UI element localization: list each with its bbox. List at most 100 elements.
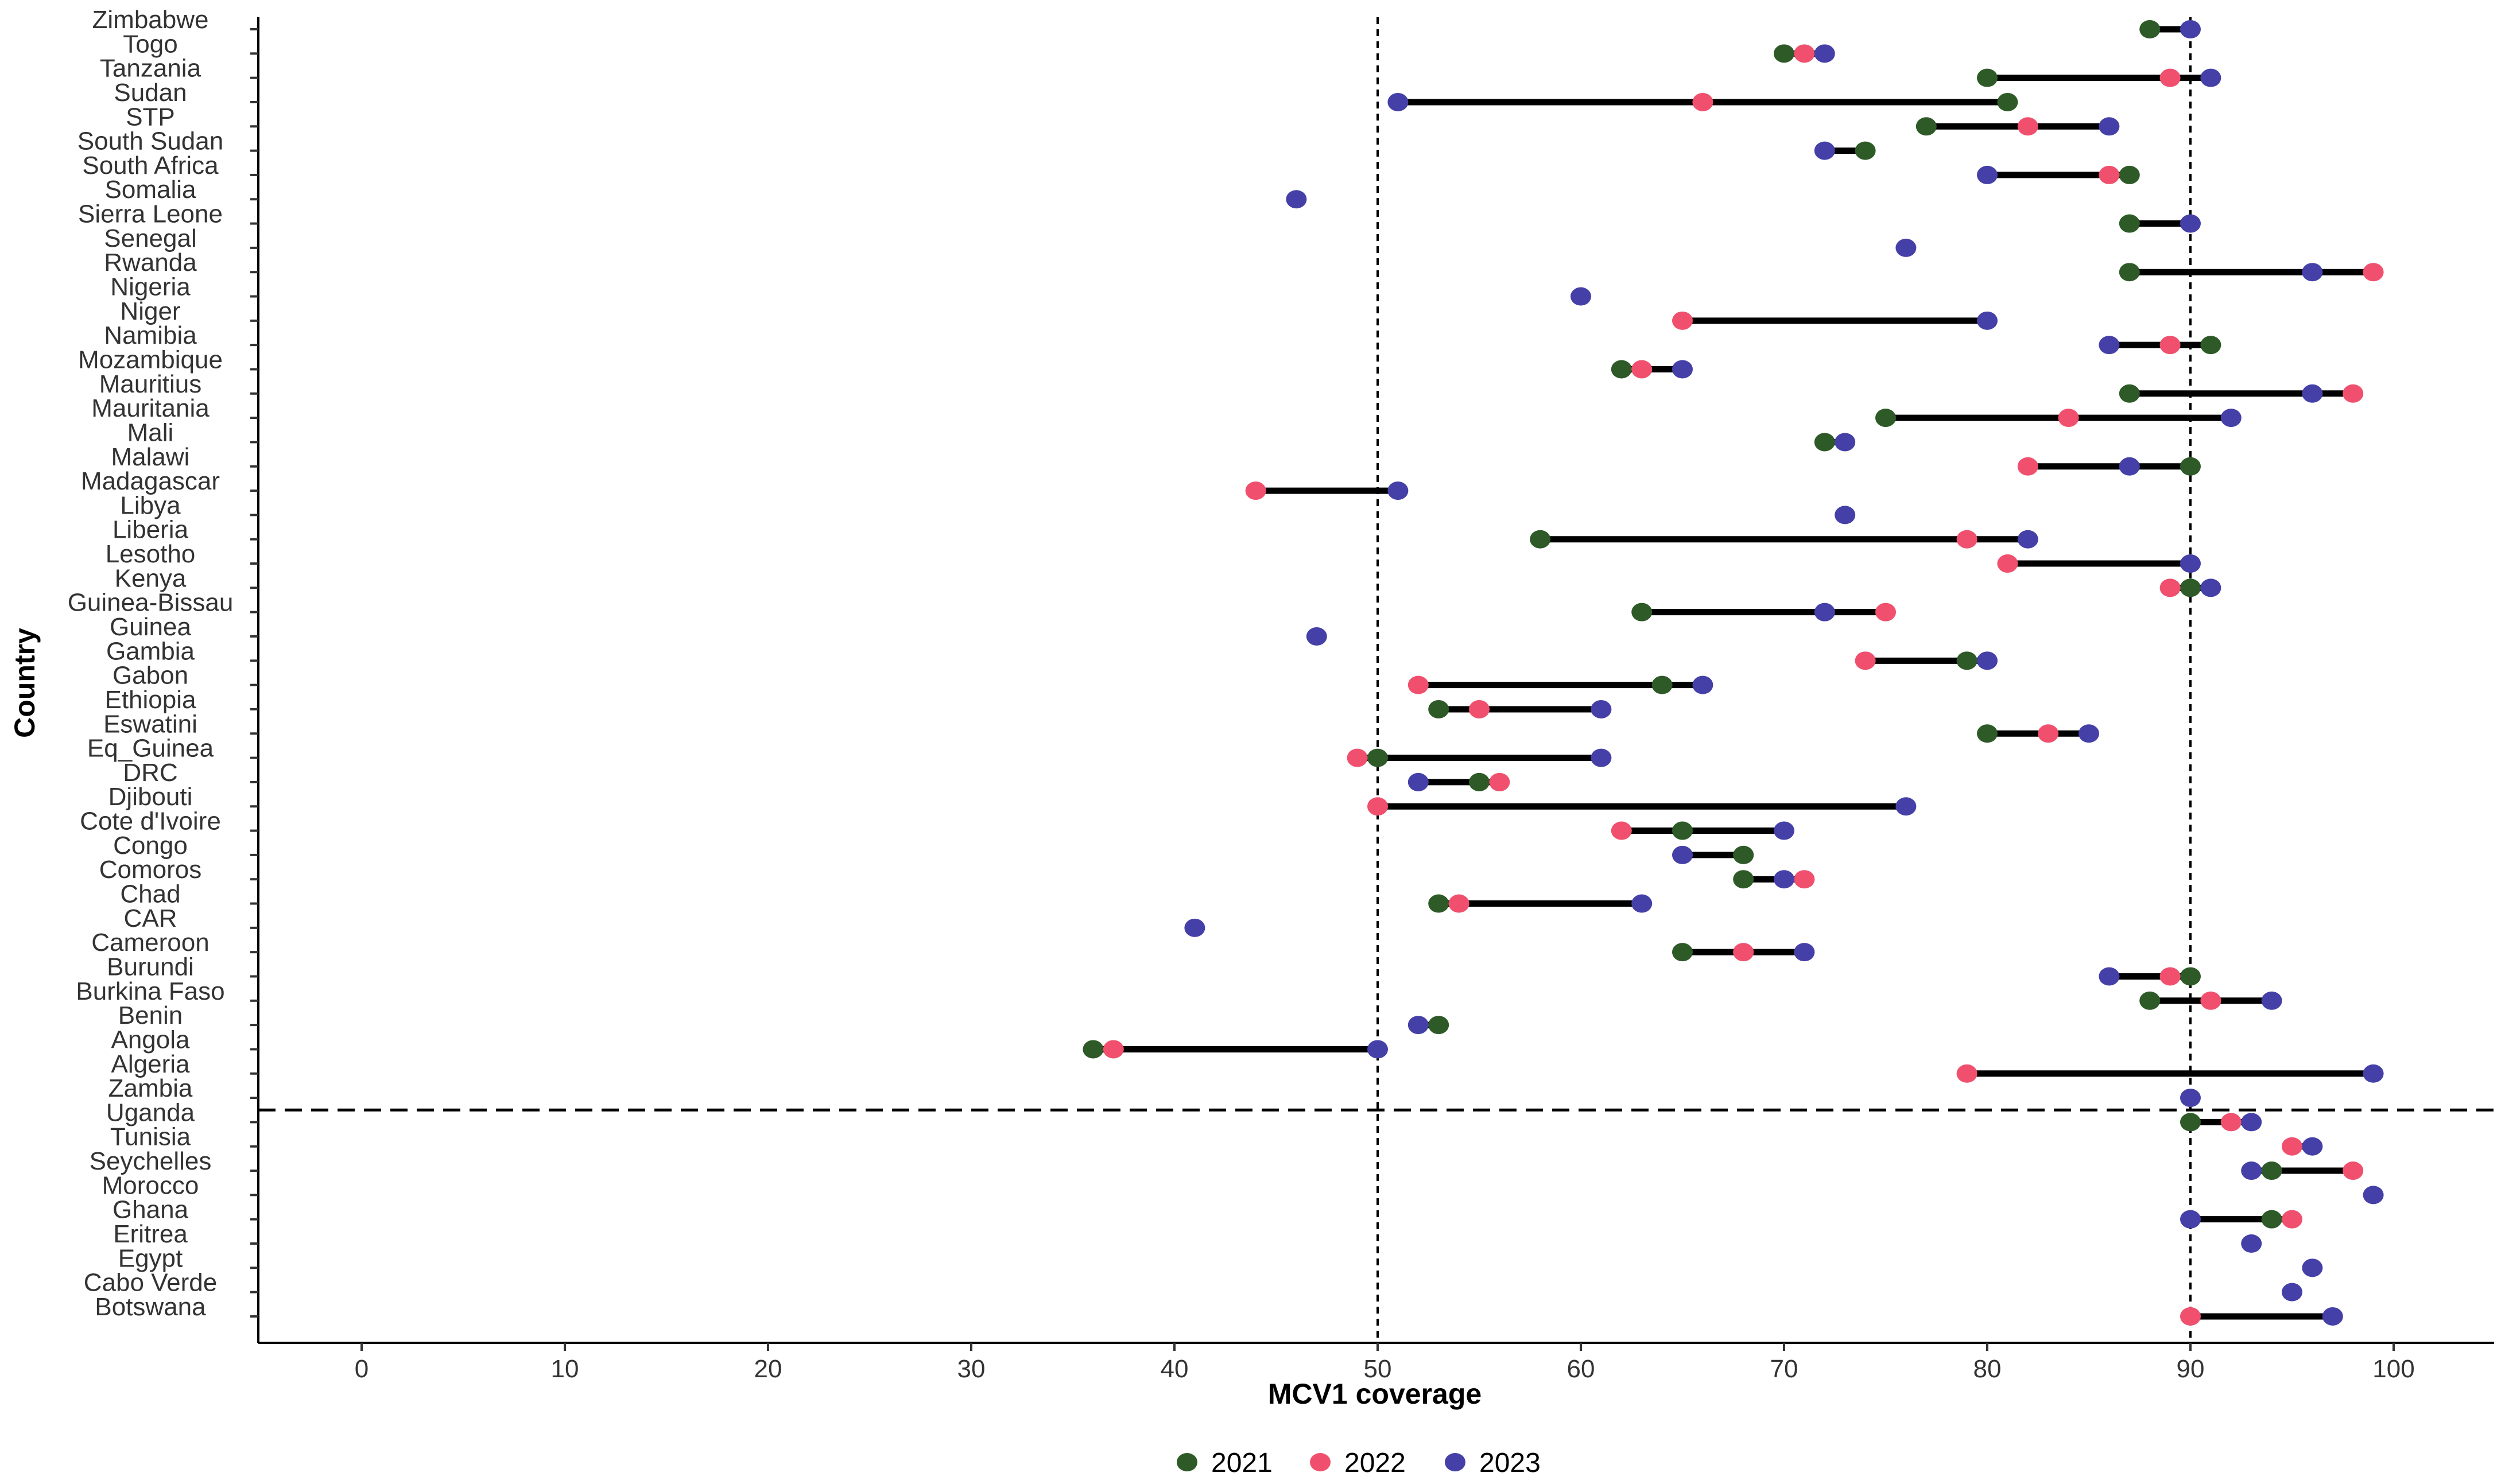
y-tick-label: Eritrea [113,1220,188,1248]
point-Mauritius-2023 [2302,384,2323,403]
x-tick-label: 80 [1973,1355,2002,1383]
y-tick-label: Guinea-Bissau [68,589,234,617]
point-Algeria-2023 [2363,1064,2384,1083]
y-tick-label: Tunisia [110,1123,191,1151]
y-tick-label: Mali [127,418,174,446]
point-Namibia-2021 [2200,336,2221,355]
point-Eq_Guinea-2023 [1591,748,1612,767]
y-tick-label: Benin [118,1001,183,1030]
y-tick-label: Cameroon [91,929,209,957]
point-Cameroon-2021 [1672,943,1693,962]
point-Malawi-2021 [2180,457,2201,476]
y-tick-label: Sierra Leone [78,200,223,228]
x-tick-label: 50 [1364,1355,1392,1383]
point-Liberia-2022 [1956,530,1977,549]
point-Liberia-2021 [1530,530,1551,549]
legend-swatch-2023 [1445,1453,1465,1471]
point-South Africa-2023 [1977,165,1998,184]
point-Uganda-2023 [2241,1113,2262,1132]
point-Seychelles-2022 [2343,1161,2364,1180]
legend-label-2021: 2021 [1211,1448,1273,1478]
x-tick-label: 60 [1567,1355,1595,1383]
point-Eq_Guinea-2021 [1367,748,1388,767]
point-Mauritius-2022 [2343,384,2364,403]
point-Guinea-Bissau-2023 [1814,603,1835,621]
y-tick-label: Eq_Guinea [87,735,214,763]
point-Botswana-2022 [2180,1307,2201,1326]
y-tick-label: Senegal [104,224,196,252]
y-tick-label: Namibia [104,321,197,349]
point-Burundi-2023 [2099,967,2120,986]
y-tick-label: Mozambique [78,345,223,374]
reference-lines [258,17,2494,1343]
point-Libya-2023 [1835,506,1856,525]
y-tick-label: Togo [123,30,177,58]
axes [250,17,2494,1351]
point-Benin-2021 [1428,1016,1449,1035]
point-Angola-2022 [1103,1040,1124,1059]
point-Gambia-2021 [1956,651,1977,670]
point-Zimbabwe-2023 [2180,20,2201,38]
legend-swatch-2022 [1310,1453,1331,1471]
point-Zambia-2023 [2180,1089,2201,1108]
point-DRC-2021 [1469,772,1490,791]
y-tick-label: Rwanda [104,248,197,277]
point-Congo-2021 [1733,845,1754,864]
x-tick-label: 100 [2372,1355,2414,1383]
point-Eswatini-2023 [2079,724,2099,743]
x-tick-labels: 0 10 20 30 40 50 60 70 80 90 100 [355,1355,2415,1383]
y-tick-label: Uganda [106,1098,195,1126]
point-Tunisia-2023 [2302,1137,2323,1156]
point-DRC-2022 [1489,772,1510,791]
point-South Africa-2021 [2119,165,2140,184]
point-Tanzania-2021 [1977,68,1998,87]
point-Egypt-2023 [2302,1258,2323,1277]
point-Mauritania-2023 [2220,409,2242,428]
point-Mali-2023 [1835,433,1856,452]
point-Ethiopia-2023 [1591,700,1612,718]
point-Mauritius-2021 [2119,384,2140,403]
y-tick-label: Cabo Verde [84,1269,217,1297]
y-tick-label: Ethiopia [104,686,196,714]
x-tick-label: 0 [355,1355,369,1383]
y-tick-label: Congo [113,832,188,860]
legend-label-2022: 2022 [1344,1448,1406,1478]
point-Togo-2021 [1774,44,1794,63]
point-Somalia-2023 [1286,190,1307,209]
y-tick-label: STP [126,103,175,131]
y-tick-label: South Africa [82,151,219,180]
y-tick-label: Guinea [110,613,191,641]
point-Eq_Guinea-2022 [1347,748,1368,767]
point-Chad-2022 [1448,894,1469,913]
y-tick-label: Niger [120,297,180,325]
point-Cameroon-2022 [1733,943,1754,962]
point-Burkina Faso-2021 [2139,991,2161,1010]
x-tick-label: 30 [957,1355,986,1383]
point-Mauritania-2021 [1875,409,1896,428]
point-Burkina Faso-2023 [2261,991,2282,1010]
y-tick-label: Zambia [108,1074,193,1102]
point-Gabon-2022 [1407,675,1429,694]
point-Congo-2023 [1672,845,1693,864]
point-Sierra Leone-2023 [2180,214,2201,233]
y-tick-label: Djibouti [108,783,193,811]
point-Angola-2023 [1367,1040,1388,1059]
x-tick-label: 70 [1770,1355,1798,1383]
point-Sierra Leone-2021 [2119,214,2140,233]
point-Cote d'Ivoire-2022 [1611,821,1632,840]
point-Lesotho-2022 [1997,554,2018,573]
point-Rwanda-2022 [2363,263,2384,282]
point-Sudan-2022 [1692,92,1713,111]
point-Mali-2021 [1814,433,1835,452]
legend-label-2023: 2023 [1479,1448,1541,1478]
y-tick-label: Angola [111,1025,190,1054]
point-Cote d'Ivoire-2021 [1672,821,1693,840]
y-tick-label: Seychelles [90,1147,212,1175]
point-Comoros-2023 [1774,870,1794,889]
point-Kenya-2023 [2200,578,2221,597]
y-tick-label: Sudan [114,79,187,107]
point-Eritrea-2023 [2241,1234,2262,1253]
